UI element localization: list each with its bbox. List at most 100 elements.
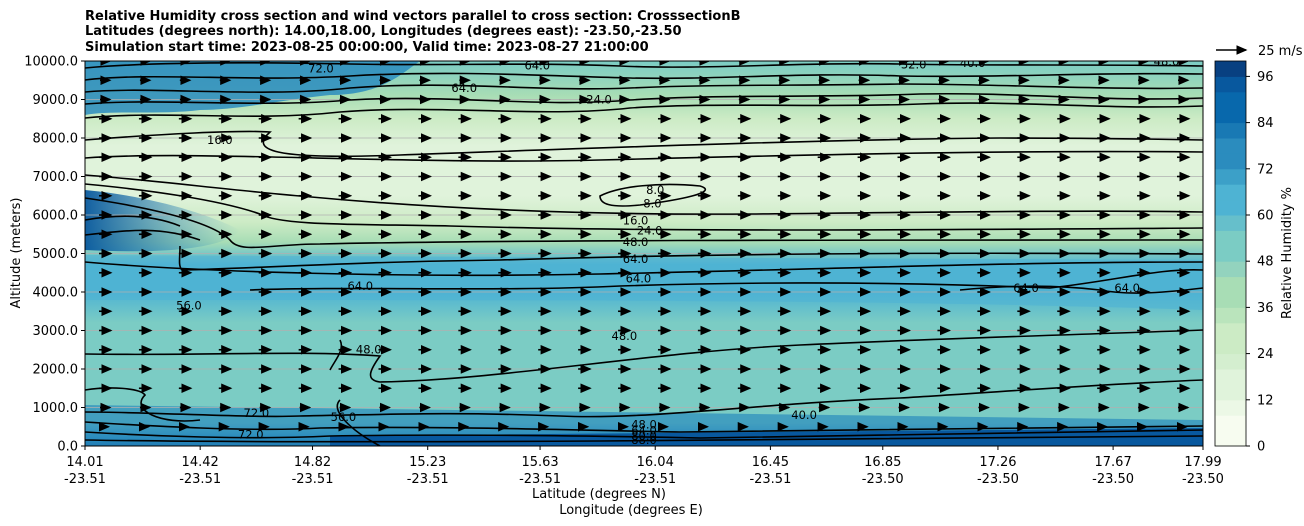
rh-contours [85,62,1203,446]
contour-label: 48.0 [631,418,657,432]
x-tick-label-lat: 17.99 [1184,455,1221,470]
contour-label: 32.0 [901,58,927,72]
contour-label: 64.0 [631,423,657,437]
x-tick-label-lon: -23.51 [407,472,449,487]
contour-label: 80.0 [631,429,657,443]
y-tick-label: 2000.0 [33,363,79,378]
y-tick-label: 7000.0 [33,170,79,185]
colorbar-band [1215,245,1246,262]
colorbar-band [1215,168,1246,185]
colorbar-tick-label: 48 [1257,255,1274,270]
x-tick-label-lon: -23.50 [862,472,904,487]
colorbar-band [1215,138,1246,154]
y-tick-label: 5000.0 [33,247,79,262]
x-tick-label-lon: -23.51 [519,472,561,487]
chart-title-line-3: Simulation start time: 2023-08-25 00:00:… [85,40,649,55]
plot-area: 72.064.064.024.016.032.0 40.0 48.08.08.016… [85,55,1203,447]
colorbar-band [1215,353,1246,370]
colorbar-band [1215,230,1246,247]
colorbar-band [1215,369,1246,385]
contour-label: 72.0 [244,406,270,420]
contour-label: 8.0 [646,183,664,197]
chart-title-line-1: Relative Humidity cross section and wind… [85,9,741,24]
colorbar-band [1215,107,1246,124]
colorbar-band [1215,338,1246,355]
contour-label: 48.0 [612,329,638,343]
colorbar-band [1215,184,1246,201]
y-tick-label: 4000.0 [33,286,79,301]
x-tick-label-lon: -23.50 [977,472,1019,487]
contour-label: 64.0 [347,279,373,293]
mid-blue-band [85,255,1203,310]
colorbar-tick-label: 96 [1257,70,1274,85]
colorbar-band [1215,261,1246,278]
contour-label: 16.0 [207,133,233,147]
contour-label: 56.0 [331,410,357,424]
colorbar-tick-label: 0 [1257,440,1265,455]
colorbar-band [1215,307,1246,324]
colorbar-band [1215,153,1246,170]
colorbar-band [1215,76,1246,93]
contour-label: 16.0 [623,214,649,228]
colorbar-band [1215,292,1246,308]
x-tick-label-lon: -23.50 [1092,472,1134,487]
contour-label: 72.0 [308,62,334,76]
colorbar-tick-label: 12 [1257,393,1274,408]
x-tick-label-lon: -23.51 [64,472,106,487]
contour-label: 24.0 [586,92,612,106]
contour-label: 88.0 [631,433,657,447]
y-axis-label: Altitude (meters) [9,198,24,309]
contour-label: 64.0 [626,271,652,285]
colorbar-band [1215,322,1246,339]
colorbar-frame [1214,60,1247,447]
x-tick-label-lat: 16.85 [864,455,901,470]
contour-label: 64.0 [1013,281,1039,295]
x-tick-label-lon: -23.51 [634,472,676,487]
x-tick-label-lat: 17.26 [979,455,1016,470]
contour-label: 72.0 [238,427,264,441]
y-tick-label: 1000.0 [33,401,79,416]
x-axis-label-latitude: Latitude (degrees N) [532,487,666,502]
y-tick-label: 9000.0 [33,93,79,108]
colorbar-band [1215,276,1246,293]
colorbar-band [1215,122,1246,139]
y-axis: 0.0 1000.0 2000.0 3000.0 4000.0 5000.0 6000.0 7… [24,55,85,455]
x-tick-label-lat: 15.63 [521,455,558,470]
chart-title-line-2: Latitudes (degrees north): 14.00,18.00, … [85,24,682,39]
contour-label: 56.0 [176,298,202,312]
contour-label: 48.0 [1154,55,1180,69]
colorbar-band [1215,199,1246,216]
colorbar-tick-label: 84 [1257,116,1274,131]
colorbar-band [1215,415,1246,432]
colorbar: 0 12 24 36 48 60 72 84 96 [1214,60,1274,455]
contour-label: 64.0 [1114,281,1140,295]
y-tick-label: 10000.0 [24,55,78,70]
x-tick-label-lat: 16.45 [752,455,789,470]
colorbar-tick-label: 36 [1257,301,1274,316]
colorbar-band [1215,399,1246,416]
contour-label: 24.0 [637,223,663,237]
contour-label: 64.0 [524,58,550,72]
quiver-key: 25 m/s [1216,44,1303,59]
y-tick-label: 3000.0 [33,324,79,339]
colorbar-band [1215,430,1246,447]
contour-label: 40.0 [960,56,986,70]
colorbar-band [1215,215,1246,231]
x-tick-label-lat: 14.82 [294,455,331,470]
contour-label: 64.0 [623,252,649,266]
x-tick-label-lon: -23.51 [749,472,791,487]
x-axis-label-longitude: Longitude (degrees E) [559,503,703,518]
colorbar-band [1215,61,1246,77]
y-tick-label: 6000.0 [33,209,79,224]
colorbar-band [1215,91,1246,108]
colorbar-label: Relative Humidity % [1280,187,1295,319]
x-tick-label-lat: 15.23 [409,455,446,470]
x-tick-label-lat: 16.04 [637,455,674,470]
colorbar-tick-label: 72 [1257,162,1274,177]
contour-label: 48.0 [356,343,382,357]
contour-label: 40.0 [791,408,817,422]
contour-label: 8.0 [643,196,661,210]
y-tick-label: 0.0 [57,440,78,455]
contour-label: 64.0 [451,81,477,95]
